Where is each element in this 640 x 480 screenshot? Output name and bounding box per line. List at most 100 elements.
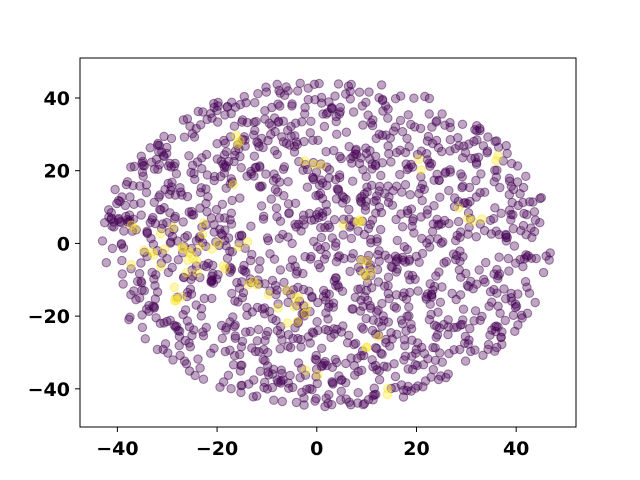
point-class-0-773	[333, 252, 343, 262]
point-class-0-1231	[508, 184, 519, 195]
point-class-0-1062	[413, 286, 423, 296]
point-class-0-770	[307, 291, 317, 302]
point-class-0-170	[348, 107, 359, 117]
point-class-0-769	[529, 207, 540, 217]
point-class-0-157	[492, 165, 502, 175]
point-class-0-588	[275, 329, 286, 339]
point-class-0-190	[474, 265, 484, 275]
point-class-0-778	[275, 344, 285, 354]
point-class-0-1370	[463, 229, 473, 239]
point-class-0-599	[350, 292, 360, 302]
point-class-0-949	[114, 213, 124, 224]
point-class-1-1456	[477, 214, 487, 224]
point-class-0-488	[229, 121, 240, 131]
point-class-0-812	[107, 243, 118, 254]
point-class-0-552	[149, 274, 159, 284]
point-class-0-967	[333, 280, 343, 290]
point-class-0-1048	[266, 194, 276, 204]
point-class-0-1013	[335, 107, 345, 117]
point-class-0-1329	[374, 93, 384, 103]
point-class-0-183	[348, 176, 358, 186]
point-class-1-1419	[156, 261, 166, 272]
point-class-0-1104	[308, 174, 319, 185]
point-class-0-595	[275, 101, 285, 111]
point-class-0-1134	[466, 346, 476, 357]
point-class-0-406	[489, 177, 499, 187]
point-class-0-1300	[104, 212, 114, 222]
point-class-0-1150	[136, 278, 147, 288]
point-class-0-544	[495, 182, 505, 193]
point-class-0-766	[480, 277, 490, 287]
point-class-0-1202	[435, 192, 445, 202]
point-class-0-876	[396, 380, 407, 390]
point-class-0-963	[362, 187, 372, 197]
point-class-0-1208	[404, 256, 414, 266]
point-class-0-762	[283, 125, 293, 136]
point-class-0-1349	[380, 281, 390, 291]
point-class-0-860	[213, 270, 223, 280]
point-class-0-1252	[458, 153, 468, 163]
point-class-1-1422	[183, 255, 193, 265]
point-class-0-373	[283, 177, 293, 187]
point-class-0-225	[314, 78, 324, 89]
point-class-0-1332	[230, 320, 240, 330]
point-class-0-815	[259, 211, 269, 222]
point-class-0-1124	[316, 98, 327, 108]
point-class-0-1093	[321, 288, 331, 299]
point-class-0-374	[236, 381, 246, 391]
point-class-0-948	[329, 215, 340, 225]
point-class-0-1066	[431, 332, 441, 342]
point-class-0-321	[417, 248, 428, 259]
point-class-0-988	[414, 188, 424, 199]
point-class-0-676	[465, 323, 475, 334]
point-class-0-728	[199, 293, 210, 304]
point-class-0-553	[437, 109, 447, 119]
point-class-0-285	[97, 236, 108, 246]
point-class-0-705	[215, 213, 225, 223]
point-class-0-1155	[494, 252, 504, 262]
point-class-0-853	[173, 255, 184, 265]
point-class-0-1112	[383, 181, 393, 191]
point-class-0-1225	[212, 154, 223, 164]
point-class-0-1076	[283, 86, 293, 96]
point-class-0-729	[235, 193, 245, 203]
point-class-0-336	[236, 163, 246, 173]
point-class-0-802	[361, 143, 371, 153]
point-class-0-646	[269, 395, 279, 405]
point-class-0-1306	[384, 294, 394, 304]
point-class-0-1287	[313, 297, 323, 308]
point-class-0-1317	[275, 265, 286, 275]
point-class-0-1141	[170, 211, 181, 222]
point-class-0-848	[361, 97, 371, 108]
point-class-0-1129	[453, 216, 464, 227]
point-class-0-1379	[506, 288, 516, 299]
point-class-0-318	[353, 284, 363, 294]
point-class-0-510	[195, 203, 205, 213]
point-class-0-1084	[198, 331, 209, 341]
point-class-0-1217	[118, 243, 129, 253]
point-class-1-1418	[195, 242, 205, 252]
point-class-0-1157	[254, 181, 265, 191]
point-class-0-240	[508, 224, 518, 234]
point-class-1-1432	[294, 292, 304, 303]
y-tick-label: 20	[44, 161, 70, 183]
point-class-0-1097	[367, 159, 377, 169]
point-class-0-1081	[356, 351, 366, 361]
point-class-0-1183	[483, 339, 494, 350]
point-class-1-1423	[197, 229, 208, 240]
point-class-0-268	[255, 256, 265, 266]
point-class-0-1377	[491, 226, 501, 236]
point-class-0-648	[260, 114, 270, 124]
x-axis: −40 −20 0 20 40	[96, 427, 529, 460]
point-class-0-147	[525, 197, 535, 207]
point-class-0-921	[202, 114, 212, 125]
point-class-0-1089	[119, 226, 129, 236]
x-tick-label: 20	[403, 438, 429, 460]
point-class-0-1201	[106, 208, 117, 218]
point-class-0-556	[376, 80, 387, 90]
point-class-0-1346	[196, 183, 207, 193]
point-class-0-699	[380, 250, 390, 260]
point-class-0-47	[255, 366, 265, 376]
point-class-0-485	[246, 221, 256, 231]
point-class-0-360	[499, 284, 509, 294]
